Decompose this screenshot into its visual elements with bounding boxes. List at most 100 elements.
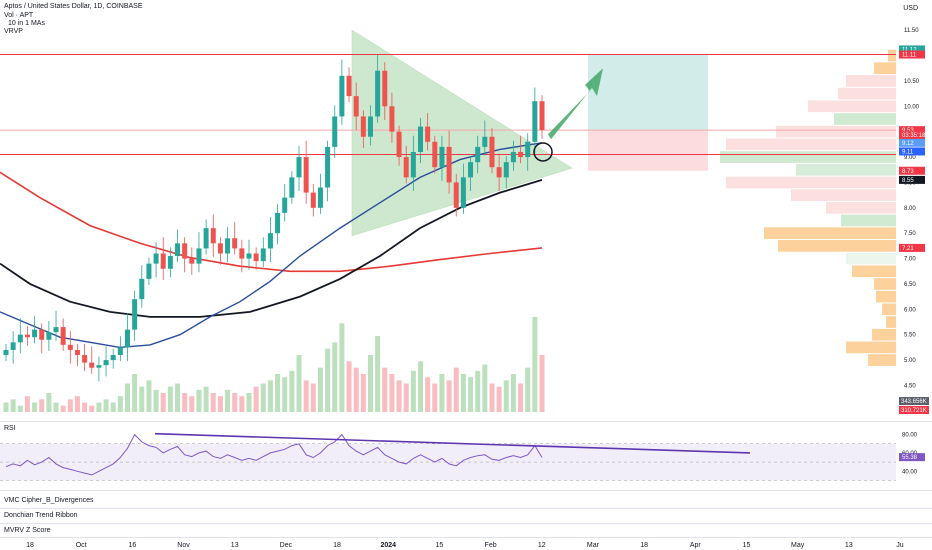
candle-body xyxy=(482,136,488,147)
candle-body xyxy=(310,192,316,208)
volume-bar xyxy=(189,396,195,412)
volume-bar xyxy=(24,396,30,412)
candle-body xyxy=(446,146,452,183)
candle-body xyxy=(439,146,445,168)
time-axis: 18 Oct 16 Nov 13 Dec 18 2024 15 Feb 12 Mar 18 Apr 15 Ma… xyxy=(26,542,904,549)
volume-profile-row xyxy=(791,189,896,201)
candle-body xyxy=(117,347,123,356)
candle-body xyxy=(339,75,345,117)
price-tag-bg xyxy=(899,166,925,175)
candle-body xyxy=(389,106,395,132)
volume-bar xyxy=(403,383,409,412)
vrvp-label[interactable]: VRVP xyxy=(4,28,23,35)
volume-profile-row xyxy=(808,100,896,113)
candle-body xyxy=(289,177,295,198)
volume-bar xyxy=(418,361,424,412)
volume-bar xyxy=(332,342,338,412)
volume-profile xyxy=(720,49,896,366)
volume-indicator-label[interactable]: Vol · APT xyxy=(4,12,34,19)
volume-profile-row xyxy=(846,252,896,265)
volume-profile-row xyxy=(852,265,896,278)
symbol-title[interactable]: Aptos / United States Dollar, 1D, COINBA… xyxy=(4,3,143,10)
moving-averages xyxy=(0,142,543,349)
time-tick-label: 18 xyxy=(333,542,341,549)
volume-bar xyxy=(160,393,166,412)
volume-bar xyxy=(74,396,80,412)
pane-divider xyxy=(0,508,932,509)
volume-bar xyxy=(360,374,366,412)
candles xyxy=(3,54,545,382)
candle-body xyxy=(124,329,130,348)
rsi-tick-label: 40.00 xyxy=(902,469,918,475)
volume-profile-row xyxy=(876,290,896,303)
price-tag-bg xyxy=(899,147,925,156)
currency-label[interactable]: USD xyxy=(903,5,918,12)
candle-body xyxy=(503,162,509,178)
moving-averages-label[interactable]: 10 in 1 MAs xyxy=(8,20,45,27)
candle-body xyxy=(32,329,38,338)
price-tag: 11.12 xyxy=(902,47,917,53)
indicator-mvrv[interactable]: MVRV Z Score xyxy=(4,527,51,534)
candle-body xyxy=(46,332,52,340)
volume-bar xyxy=(267,380,273,412)
volume-bar xyxy=(410,370,416,412)
time-tick-label: Apr xyxy=(690,542,702,549)
volume-bar xyxy=(396,380,402,412)
volume-profile-row xyxy=(838,87,896,100)
candle-body xyxy=(53,327,59,333)
volume-bar xyxy=(203,386,209,412)
time-tick-label: Mar xyxy=(587,542,600,549)
volume-bar xyxy=(432,383,438,412)
candle-body xyxy=(496,167,502,178)
time-tick-label: Dec xyxy=(280,542,293,549)
volume-bar xyxy=(196,389,202,412)
candle-body xyxy=(3,349,9,356)
volume-profile-row xyxy=(846,341,896,354)
volume-bar xyxy=(167,386,173,412)
candle-body xyxy=(103,360,109,366)
candle-body xyxy=(532,101,538,142)
candle-body xyxy=(539,101,545,131)
indicator-vmc[interactable]: VMC Cipher_B_Divergences xyxy=(4,497,94,504)
annotations xyxy=(533,68,603,162)
candle-body xyxy=(10,342,16,350)
volume-profile-row xyxy=(868,354,896,366)
volume-bar xyxy=(217,396,223,412)
stop-loss-zone xyxy=(588,130,708,171)
volume-profile-row xyxy=(796,163,896,176)
volume-bar xyxy=(425,377,431,412)
volume-bar xyxy=(253,386,259,412)
volume-bar xyxy=(489,383,495,412)
volume-tag-bg xyxy=(899,397,929,405)
price-tick-label: 5.00 xyxy=(904,358,916,364)
time-tick-label: Feb xyxy=(485,542,497,549)
volume-profile-row xyxy=(726,176,896,189)
indicator-donchian[interactable]: Donchian Trend Ribbon xyxy=(4,512,78,519)
volume-bar xyxy=(96,402,102,412)
volume-bar xyxy=(303,380,309,412)
volume-bar xyxy=(275,374,281,412)
time-tick-label: 16 xyxy=(128,542,136,549)
candle-body xyxy=(210,228,216,244)
candle-body xyxy=(167,256,173,269)
candle-body xyxy=(253,253,259,262)
price-tag: 8.73 xyxy=(902,169,914,175)
volume-bar xyxy=(124,383,130,412)
volume-bar xyxy=(239,396,245,412)
price-tag: 9.12 xyxy=(902,141,914,147)
rsi-label[interactable]: RSI xyxy=(4,425,16,432)
candle-body xyxy=(96,365,102,368)
volume-bar xyxy=(282,377,288,412)
price-tag: 9.53 xyxy=(902,128,914,134)
price-tag-bg xyxy=(899,131,925,140)
volume-bar xyxy=(232,393,238,412)
candle-body xyxy=(353,96,359,117)
trade-zones xyxy=(588,54,708,171)
candle-body xyxy=(60,327,66,345)
volume-bar xyxy=(89,405,95,412)
volume-bar xyxy=(389,374,395,412)
volume-bar xyxy=(310,383,316,412)
candle-body xyxy=(382,70,388,107)
price-tick-label: 10.50 xyxy=(904,79,920,85)
